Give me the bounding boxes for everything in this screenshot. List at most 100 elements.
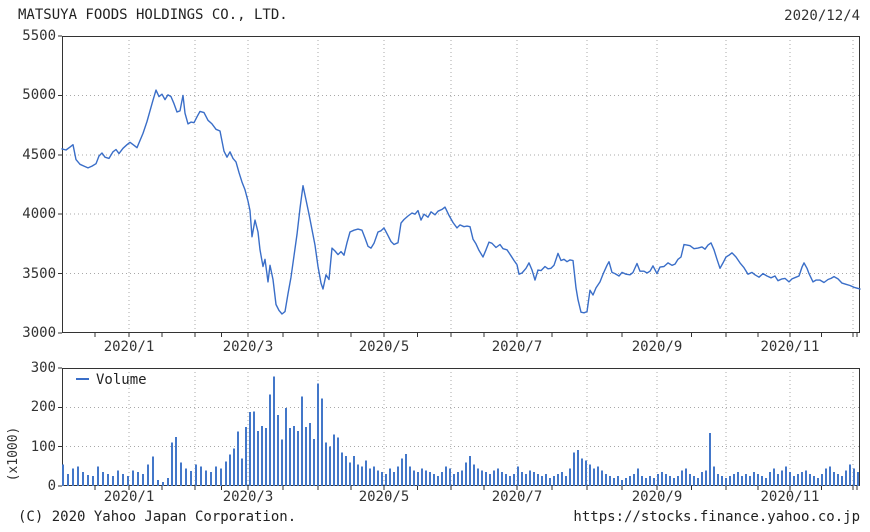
volume-bar bbox=[237, 431, 239, 486]
volume-bar bbox=[505, 474, 507, 486]
price-chart-plot bbox=[58, 35, 861, 337]
volume-bar bbox=[87, 475, 89, 486]
volume-bar bbox=[353, 456, 355, 486]
volume-bar bbox=[405, 454, 407, 486]
price-x-tick-label: 2020/7 bbox=[491, 339, 543, 355]
volume-bar bbox=[457, 472, 459, 486]
volume-bar bbox=[825, 468, 827, 486]
volume-bar bbox=[669, 476, 671, 486]
volume-bar bbox=[200, 466, 202, 486]
volume-bar bbox=[429, 472, 431, 486]
volume-bar bbox=[409, 466, 411, 486]
volume-bar bbox=[833, 472, 835, 486]
volume-bar bbox=[195, 464, 197, 486]
chart-title: MATSUYA FOODS HOLDINGS CO., LTD. bbox=[18, 7, 288, 23]
volume-bar bbox=[285, 408, 287, 486]
volume-bar bbox=[721, 476, 723, 486]
volume-bar bbox=[585, 460, 587, 486]
volume-bar bbox=[601, 470, 603, 486]
volume-bar bbox=[781, 470, 783, 486]
volume-bar bbox=[613, 478, 615, 486]
volume-bar bbox=[553, 476, 555, 486]
volume-bar bbox=[581, 458, 583, 486]
plot-border bbox=[62, 368, 860, 486]
volume-bar bbox=[107, 474, 109, 486]
volume-bar bbox=[329, 446, 331, 486]
volume-bar bbox=[813, 476, 815, 486]
volume-bar bbox=[537, 474, 539, 486]
price-x-tick-label: 2020/3 bbox=[222, 339, 274, 355]
volume-bar bbox=[673, 478, 675, 486]
volume-bar bbox=[845, 470, 847, 486]
volume-bar bbox=[761, 476, 763, 486]
volume-bar bbox=[369, 468, 371, 486]
volume-bar bbox=[281, 439, 283, 486]
volume-bar bbox=[529, 470, 531, 486]
volume-bar bbox=[317, 383, 319, 486]
volume-bar bbox=[162, 482, 164, 486]
volume-bar bbox=[449, 468, 451, 486]
volume-bar bbox=[301, 396, 303, 486]
copyright-text: (C) 2020 Yahoo Japan Corporation. bbox=[18, 509, 297, 525]
volume-bar bbox=[289, 427, 291, 486]
volume-bar bbox=[593, 468, 595, 486]
volume-bar bbox=[857, 472, 859, 486]
volume-bar bbox=[361, 466, 363, 486]
volume-bar bbox=[377, 470, 379, 486]
volume-bar bbox=[357, 464, 359, 486]
volume-bar bbox=[67, 474, 69, 486]
volume-bar bbox=[789, 472, 791, 486]
source-url-text: https://stocks.finance.yahoo.co.jp bbox=[573, 509, 860, 525]
volume-bar bbox=[72, 468, 74, 486]
plot-border bbox=[62, 36, 860, 333]
volume-bar bbox=[437, 476, 439, 486]
volume-bar bbox=[809, 474, 811, 486]
volume-bar bbox=[245, 427, 247, 486]
volume-bar bbox=[693, 476, 695, 486]
volume-bar bbox=[637, 468, 639, 486]
volume-bar bbox=[171, 442, 173, 486]
volume-bar bbox=[385, 474, 387, 486]
volume-bar bbox=[389, 468, 391, 486]
volume-bar bbox=[745, 474, 747, 486]
volume-bar bbox=[757, 474, 759, 486]
volume-bar bbox=[841, 476, 843, 486]
volume-bar bbox=[190, 471, 192, 486]
volume-bar bbox=[565, 476, 567, 486]
volume-bar bbox=[509, 476, 511, 486]
volume-bar bbox=[741, 476, 743, 486]
volume-bar bbox=[445, 466, 447, 486]
volume-bar bbox=[853, 468, 855, 486]
volume-bar bbox=[477, 468, 479, 486]
volume-bar bbox=[229, 454, 231, 486]
volume-bar bbox=[597, 466, 599, 486]
volume-bar bbox=[489, 474, 491, 486]
price-x-tick-label: 2020/9 bbox=[631, 339, 683, 355]
volume-bar bbox=[473, 464, 475, 486]
volume-bar bbox=[665, 474, 667, 486]
volume-bar bbox=[557, 474, 559, 486]
volume-bar bbox=[112, 476, 114, 486]
volume-bar bbox=[713, 466, 715, 486]
volume-bar bbox=[337, 437, 339, 486]
volume-bar bbox=[629, 476, 631, 486]
volume-bar bbox=[341, 452, 343, 486]
volume-bar bbox=[481, 470, 483, 486]
volume-bar bbox=[681, 470, 683, 486]
volume-x-tick-label: 2020/1 bbox=[103, 489, 155, 505]
volume-bar bbox=[269, 394, 271, 486]
volume-bar bbox=[413, 470, 415, 486]
volume-bar bbox=[142, 474, 144, 486]
volume-bar bbox=[829, 466, 831, 486]
volume-bar bbox=[147, 464, 149, 486]
volume-bar bbox=[277, 414, 279, 486]
volume-bar bbox=[215, 466, 217, 486]
volume-bar bbox=[220, 468, 222, 486]
volume-bar bbox=[305, 427, 307, 486]
volume-bar bbox=[127, 476, 129, 486]
volume-bar bbox=[617, 476, 619, 486]
volume-bar bbox=[605, 474, 607, 486]
volume-bar bbox=[253, 411, 255, 486]
volume-bar bbox=[185, 468, 187, 486]
price-x-tick-label: 2020/11 bbox=[760, 339, 820, 355]
